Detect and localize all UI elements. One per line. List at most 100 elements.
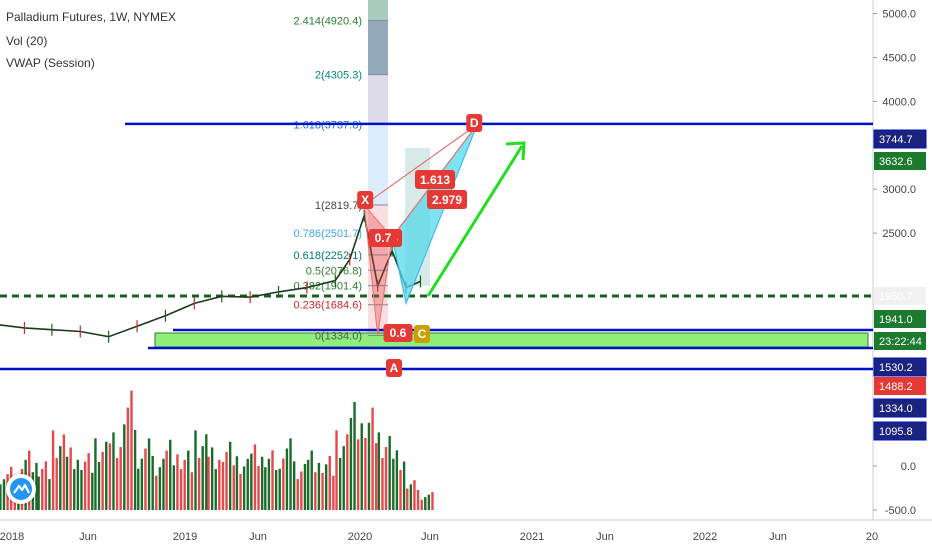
- price-badge-bg: [874, 377, 926, 395]
- price-badge-bg: [873, 357, 927, 377]
- volume-bar: [210, 447, 214, 510]
- volume-bar: [239, 474, 242, 510]
- volume-bar: [62, 434, 66, 510]
- volume-bar: [73, 469, 76, 510]
- point-x-badge-bg[interactable]: [357, 191, 374, 209]
- volume-bar: [374, 443, 378, 510]
- volume-bar: [306, 459, 310, 510]
- volume-bar: [335, 430, 338, 510]
- volume-bar: [346, 434, 349, 510]
- volume-bar: [158, 467, 162, 510]
- time-axis-label: Jun: [421, 531, 439, 543]
- ratio-06-badge-bg[interactable]: [383, 324, 413, 342]
- price-tick-label: 2500.0: [882, 228, 916, 240]
- volume-bar: [356, 439, 360, 510]
- volume-bar: [427, 494, 431, 510]
- time-axis-label: 2019: [173, 531, 197, 543]
- volume-bar: [162, 458, 165, 510]
- ratio-07-badge-bg[interactable]: [368, 229, 398, 247]
- price-badge-bg: [873, 421, 927, 441]
- projection-arrow-line[interactable]: [426, 145, 524, 297]
- volume-bar: [257, 466, 260, 510]
- volume-bar: [235, 456, 239, 510]
- volume-bar: [267, 458, 271, 510]
- point-a-badge-bg[interactable]: [386, 359, 402, 377]
- price-badge-label: 1488.2: [879, 381, 913, 393]
- tradingview-logo-icon[interactable]: [6, 474, 36, 504]
- volume-bar: [207, 456, 210, 510]
- volume-bar: [190, 472, 194, 510]
- ratio-06-badge: 0.6: [390, 326, 407, 340]
- pattern-bcd-triangle: [391, 124, 478, 306]
- volume-bar: [342, 446, 345, 510]
- ratio-07-badge: 0.7: [375, 231, 392, 245]
- volume-bar: [169, 439, 172, 510]
- point-d-badge: D: [470, 116, 479, 130]
- volume-bar: [176, 454, 179, 510]
- point-c-badge-bg[interactable]: [414, 325, 430, 343]
- vwap-indicator-label[interactable]: VWAP (Session): [6, 56, 95, 70]
- chart-title: Palladium Futures, 1W, NYMEX: [6, 10, 177, 24]
- fib-band-red: [368, 74, 388, 125]
- volume-bar: [108, 443, 112, 510]
- volume-bar: [310, 450, 313, 510]
- volume-bar: [332, 475, 335, 510]
- price-tick-label: 3000.0: [882, 184, 916, 196]
- fib-level-label: 0.786(2501.7): [294, 228, 363, 240]
- time-axis-label: Jun: [249, 531, 267, 543]
- volume-bar: [250, 453, 253, 510]
- volume-bar: [48, 479, 51, 510]
- volume-bar: [328, 455, 331, 510]
- volume-bar: [194, 430, 197, 510]
- volume-bar: [69, 447, 72, 510]
- volume-bar: [137, 468, 140, 510]
- volume-bar: [183, 459, 186, 510]
- volume-bar: [0, 484, 2, 510]
- volume-bar: [94, 438, 97, 510]
- volume-bar: [416, 490, 420, 510]
- price-badge-bg: [874, 287, 926, 305]
- volume-bar: [360, 423, 363, 510]
- volume-bar: [392, 458, 395, 510]
- volume-indicator-label[interactable]: Vol (20): [6, 34, 48, 48]
- volume-bar: [101, 451, 104, 510]
- fib-column-upper: [368, 0, 388, 206]
- volume-bar: [314, 472, 317, 510]
- volume-bar: [260, 456, 264, 510]
- volume-bar: [218, 459, 221, 510]
- volume-bar: [130, 390, 133, 510]
- volume-bar: [112, 432, 115, 510]
- point-x-badge: X: [361, 193, 369, 207]
- volume-bar: [424, 497, 427, 510]
- price-badge-label: 1950.7: [879, 291, 913, 303]
- point-d-badge-bg[interactable]: [466, 114, 483, 132]
- projection-arrow-head: [505, 141, 526, 161]
- fib-level-label: 0(1334.0): [315, 331, 362, 343]
- price-badge-label: 3632.6: [879, 156, 913, 168]
- volume-bar: [80, 470, 83, 510]
- volume-bar: [147, 438, 151, 510]
- volume-bar: [377, 432, 381, 510]
- time-axis-label: 2022: [693, 531, 717, 543]
- time-axis-label: Jun: [596, 531, 614, 543]
- price-tick-label: 0.0: [901, 461, 916, 473]
- volume-bar: [59, 446, 62, 510]
- volume-bar: [126, 407, 130, 510]
- volume-bar: [201, 446, 204, 510]
- price-tick-label: 5000.0: [882, 9, 916, 21]
- volume-bar: [55, 457, 58, 510]
- price-badge-label: 3744.7: [879, 134, 913, 146]
- volume-bar: [296, 479, 299, 510]
- fib-level-label: 2.414(4920.4): [294, 16, 363, 28]
- price-tick-label: 4500.0: [882, 52, 916, 64]
- volume-bar: [91, 472, 94, 510]
- ratio-2979-bg: [427, 190, 467, 209]
- volume-bar: [172, 465, 176, 510]
- volume-bar: [353, 401, 356, 510]
- ratio-1613-bg: [415, 170, 455, 189]
- price-badge-bg: [874, 152, 926, 170]
- volume-bar: [395, 450, 399, 510]
- volume-bar: [406, 488, 409, 510]
- point-c-badge: C: [418, 327, 427, 341]
